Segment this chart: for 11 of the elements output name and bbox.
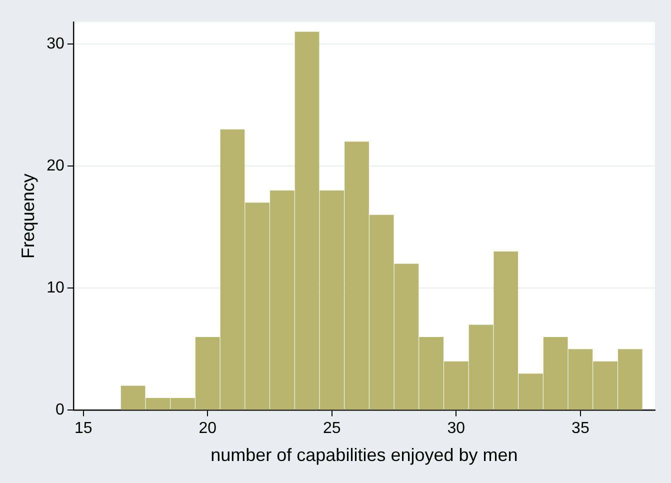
y-axis-title: Frequency: [18, 174, 38, 259]
x-tick-label: 20: [198, 420, 217, 438]
y-tick-label: 10: [46, 280, 64, 297]
y-tick-label: 0: [55, 402, 64, 419]
x-tick-label: 35: [572, 420, 590, 438]
x-axis-title: number of capabilities enjoyed by men: [210, 445, 518, 466]
x-tick-label: 30: [447, 420, 466, 438]
x-tick-label: 25: [322, 420, 341, 438]
x-tick-label: 15: [74, 420, 92, 438]
y-tick-label: 30: [46, 35, 64, 52]
y-tick-label: 20: [46, 157, 64, 174]
